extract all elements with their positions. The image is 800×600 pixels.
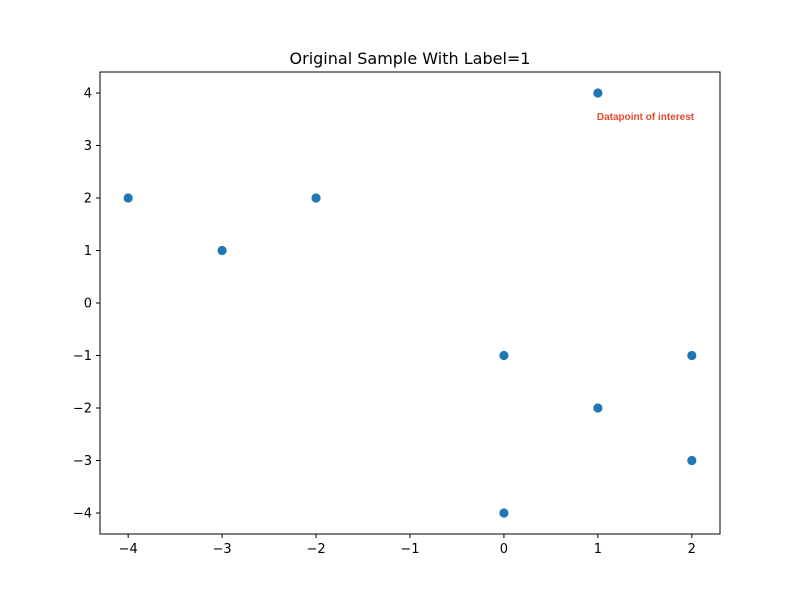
y-tick-label: 2 <box>84 192 92 207</box>
scatter-point <box>311 193 321 203</box>
y-tick-label: −2 <box>73 402 92 417</box>
x-tick-label: 0 <box>500 542 508 557</box>
y-tick-label: 4 <box>84 87 92 102</box>
x-tick-label: −1 <box>400 542 419 557</box>
data-points <box>123 88 697 518</box>
y-tick-label: 0 <box>84 297 92 312</box>
x-tick-label: 2 <box>688 542 696 557</box>
scatter-point <box>499 508 509 518</box>
x-axis: −4 −3 −2 −1 0 1 2 <box>119 534 696 557</box>
x-tick-label: 1 <box>594 542 602 557</box>
y-tick-label: 1 <box>84 244 92 259</box>
x-tick-label: −2 <box>306 542 325 557</box>
scatter-point <box>217 245 227 256</box>
x-tick-label: −4 <box>119 542 138 557</box>
annotation-label: Datapoint of interest <box>597 112 695 123</box>
scatter-point <box>123 193 133 203</box>
y-tick-label: −3 <box>73 454 92 469</box>
scatter-point <box>687 455 697 466</box>
scatter-point <box>593 403 603 413</box>
scatter-point <box>593 88 603 98</box>
y-tick-label: 3 <box>84 139 92 154</box>
x-tick-label: −3 <box>213 542 232 557</box>
y-tick-label: −4 <box>73 507 92 522</box>
chart-title: Original Sample With Label=1 <box>290 49 531 68</box>
y-tick-label: −1 <box>73 349 92 364</box>
scatter-point <box>499 350 509 361</box>
scatter-point <box>687 350 697 361</box>
y-axis: −4 −3 −2 −1 0 1 2 3 4 <box>73 87 100 522</box>
plot-frame <box>99 71 721 535</box>
annotations: Datapoint of interest <box>597 112 695 123</box>
